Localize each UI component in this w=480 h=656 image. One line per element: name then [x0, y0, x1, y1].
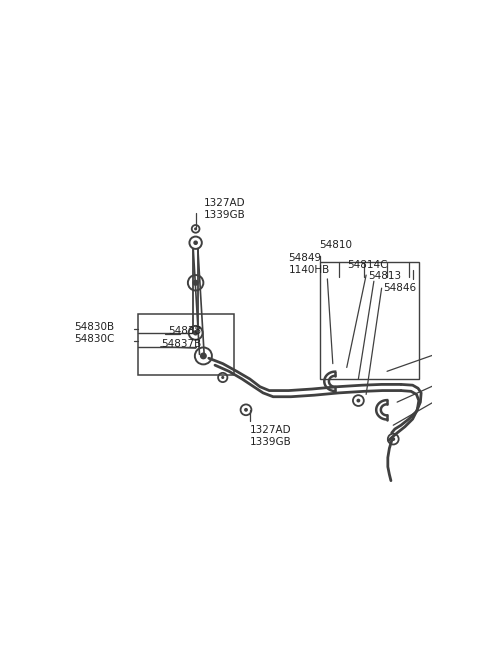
Text: 1327AD
1339GB: 1327AD 1339GB	[204, 198, 245, 220]
Text: 1327AD
1339GB: 1327AD 1339GB	[250, 425, 292, 447]
Circle shape	[193, 330, 198, 335]
Text: 54813: 54813	[369, 271, 402, 281]
Circle shape	[193, 240, 198, 245]
Bar	[320, 262, 419, 379]
Bar	[137, 314, 234, 375]
Text: 54837B: 54837B	[161, 339, 201, 350]
Text: 54814C: 54814C	[347, 260, 387, 270]
Circle shape	[192, 279, 199, 286]
Circle shape	[244, 408, 248, 412]
Text: 54810: 54810	[320, 241, 353, 251]
Text: 54849
1140HB: 54849 1140HB	[288, 253, 330, 275]
Circle shape	[221, 376, 224, 379]
Circle shape	[391, 437, 395, 441]
Text: 54846: 54846	[383, 283, 416, 293]
Circle shape	[357, 399, 360, 403]
Circle shape	[194, 228, 197, 230]
Text: 54830B
54830C: 54830B 54830C	[74, 322, 114, 344]
Text: 54838: 54838	[168, 326, 202, 337]
Circle shape	[200, 352, 207, 359]
